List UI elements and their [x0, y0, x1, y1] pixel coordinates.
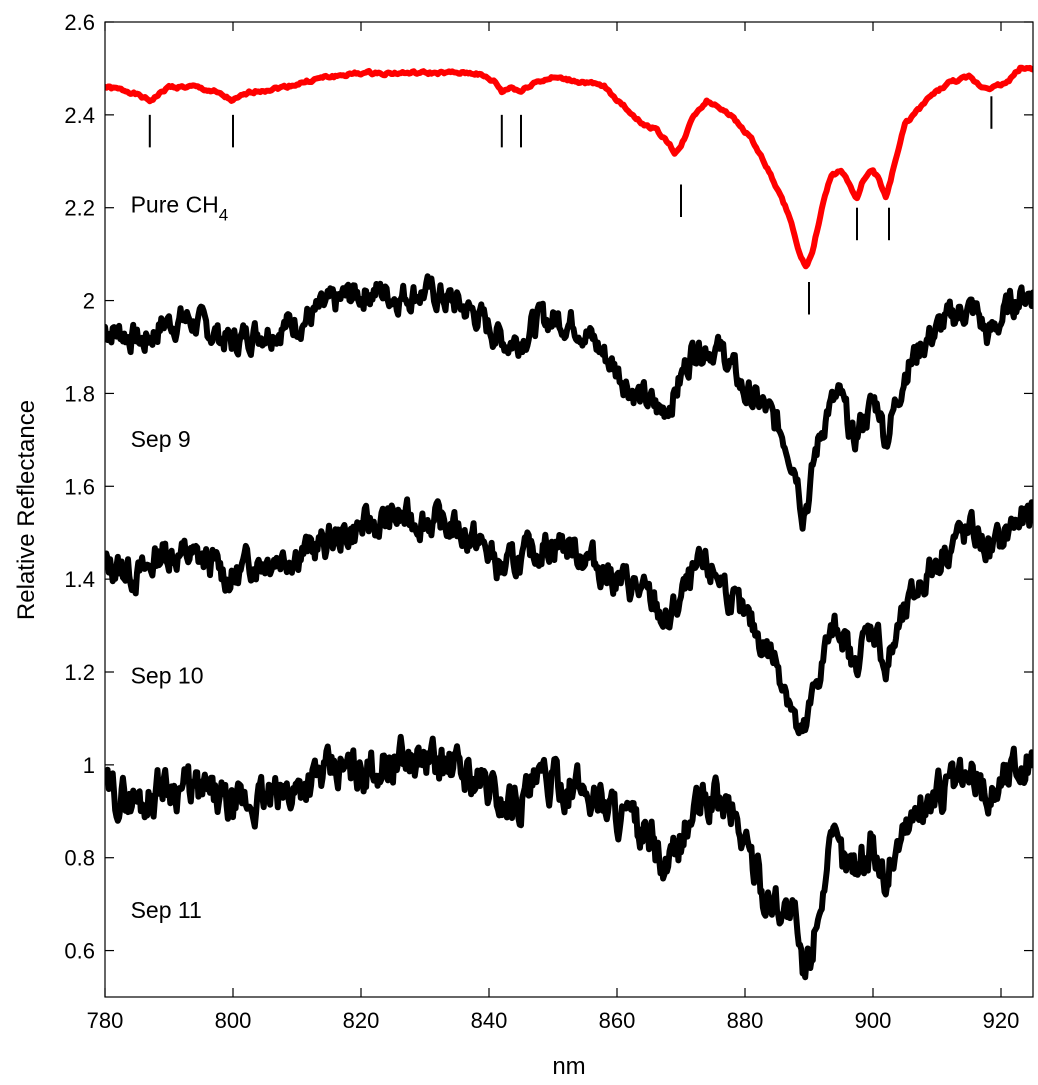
y-tick-label: 1 — [83, 753, 95, 778]
series-line-3 — [105, 496, 1033, 737]
y-tick-label: 1.8 — [64, 381, 95, 406]
series-annotation: Sep 10 — [131, 663, 204, 689]
x-tick-label: 800 — [215, 1008, 252, 1033]
y-tick-label: 2.2 — [64, 196, 95, 221]
x-axis-label: nm — [552, 1053, 585, 1080]
y-tick-label: 0.8 — [64, 846, 95, 871]
series-annotation: Pure CH4 — [131, 191, 229, 224]
x-tick-label: 920 — [983, 1008, 1020, 1033]
x-tick-label: 900 — [855, 1008, 892, 1033]
x-tick-label: 840 — [471, 1008, 508, 1033]
series-annotation: Sep 11 — [131, 897, 202, 923]
y-tick-label: 1.2 — [64, 660, 95, 685]
x-tick-label: 880 — [727, 1008, 764, 1033]
plot-frame — [104, 21, 1034, 998]
series-line-2 — [105, 273, 1033, 532]
y-axis-label: Relative Reflectance — [13, 400, 40, 620]
y-tick-label: 2.4 — [64, 103, 95, 128]
y-tick-label: 0.6 — [64, 939, 95, 964]
y-tick-label: 1.6 — [64, 474, 95, 499]
y-tick-label: 2 — [83, 289, 95, 314]
annotation-subscript: 4 — [219, 205, 228, 224]
y-tick-label: 1.4 — [64, 567, 95, 592]
x-tick-label: 860 — [599, 1008, 636, 1033]
x-tick-label: 820 — [343, 1008, 380, 1033]
x-tick-label: 780 — [87, 1008, 124, 1033]
series-line-1 — [105, 64, 1033, 270]
y-tick-label: 2.6 — [64, 10, 95, 35]
series-line-4 — [105, 733, 1033, 981]
series-annotation: Sep 9 — [131, 426, 191, 452]
